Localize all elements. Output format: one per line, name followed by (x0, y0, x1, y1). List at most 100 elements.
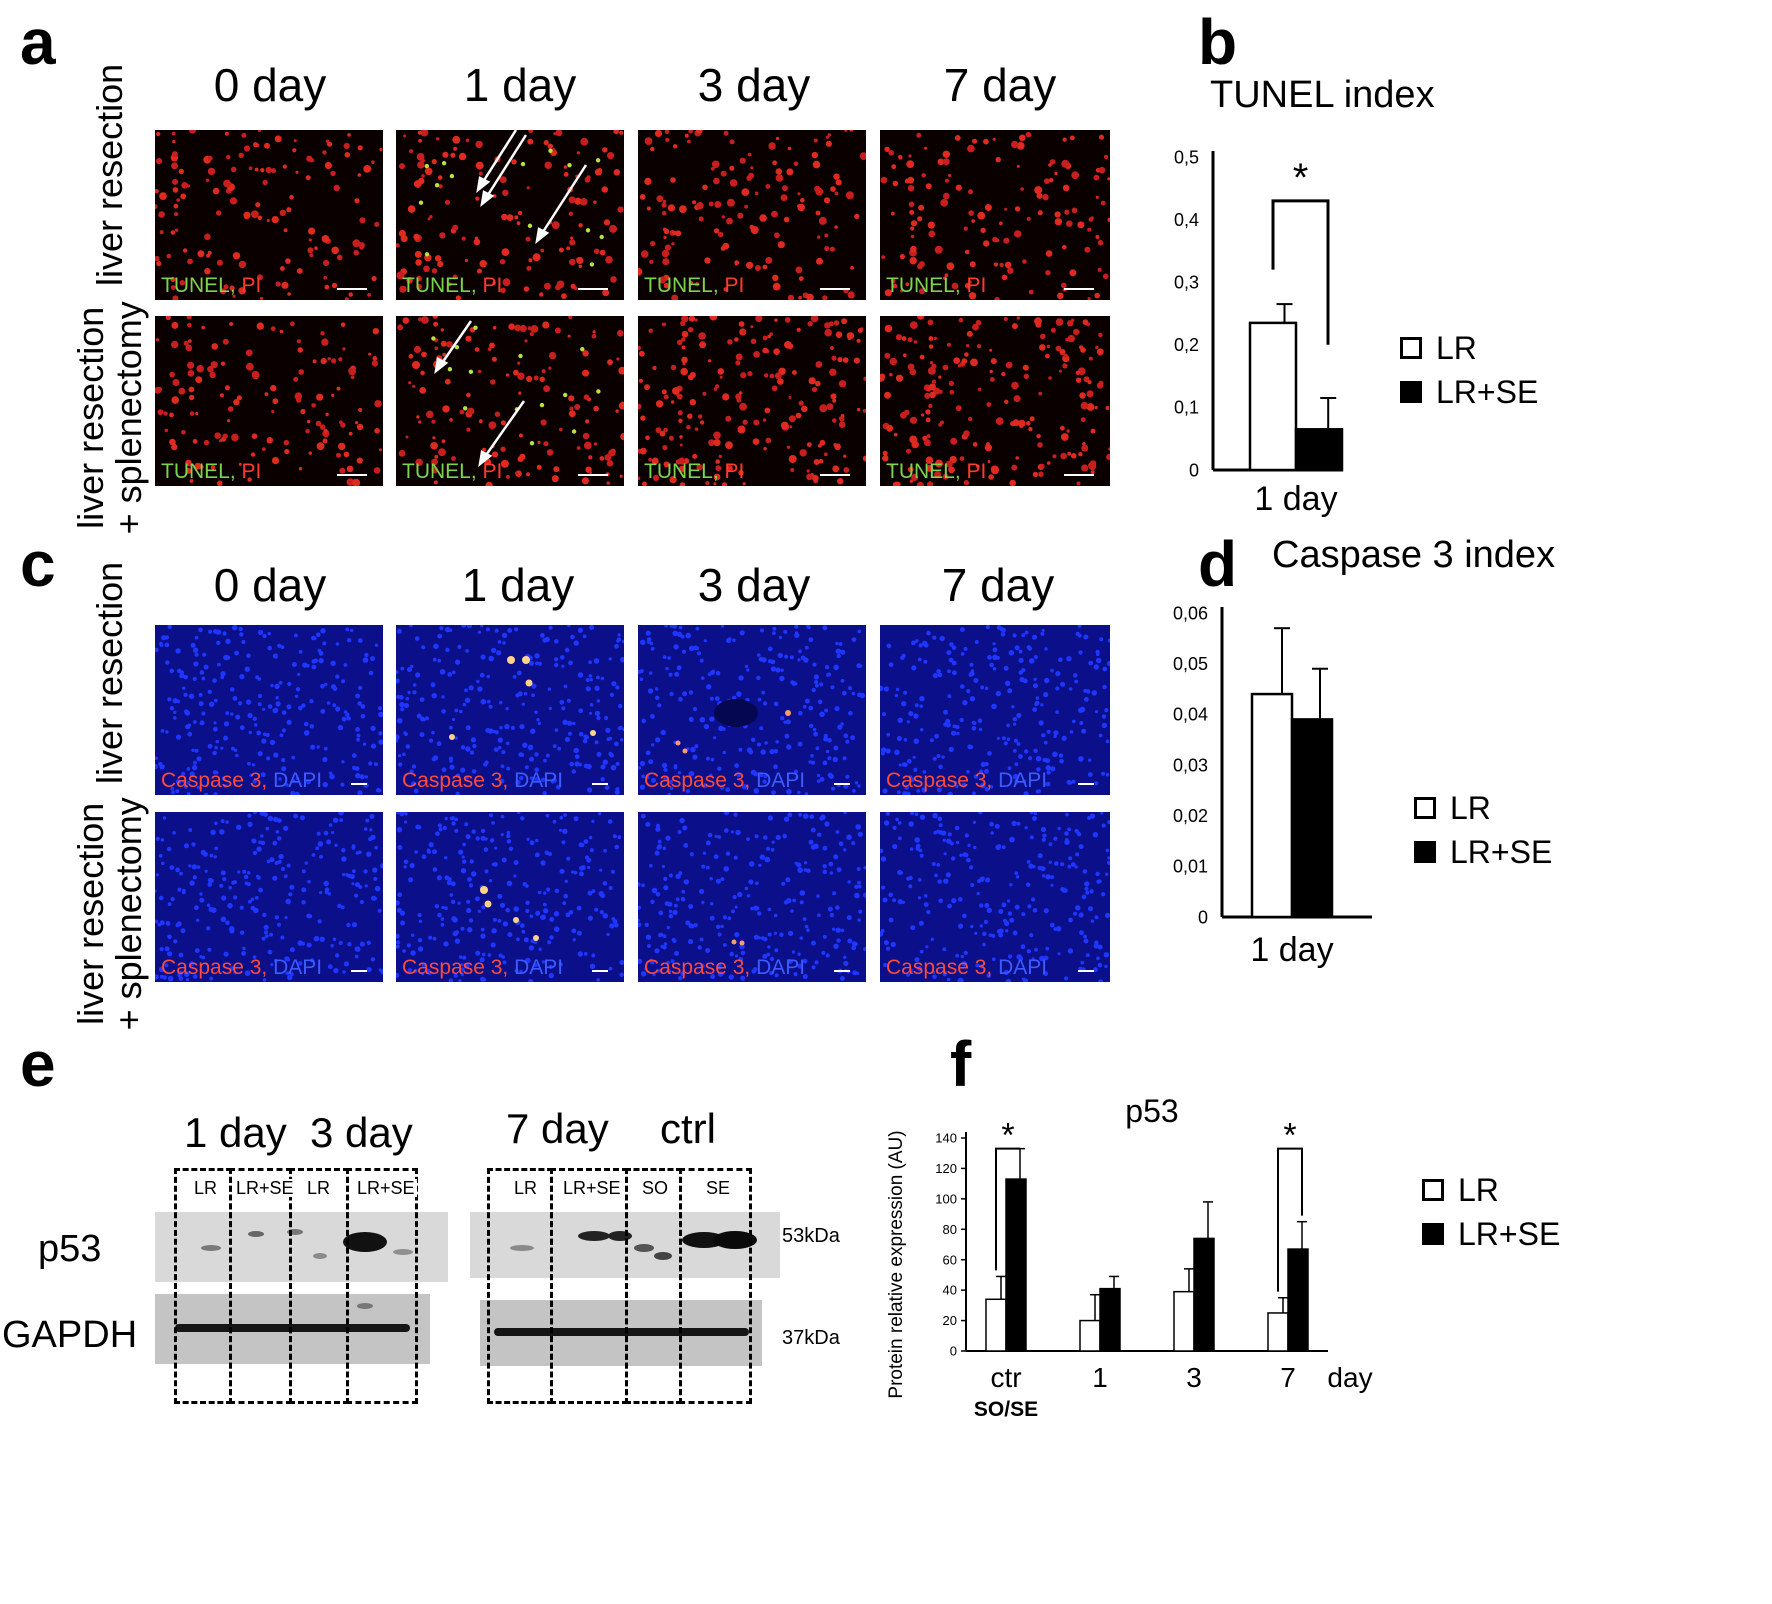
cell-dot (469, 859, 474, 864)
cell-dot (822, 845, 828, 851)
cell-dot (326, 701, 331, 705)
legend-d: LR LR+SE (1414, 786, 1552, 874)
cell-dot (1029, 812, 1034, 815)
cell-dot (182, 779, 186, 784)
cell-dot (697, 945, 702, 950)
legend-label-lr: LR (1458, 1172, 1499, 1208)
cell-dot (725, 441, 733, 450)
cell-dot (280, 935, 285, 940)
cell-dot (755, 881, 759, 886)
cell-dot (741, 188, 750, 196)
cell-dot (819, 776, 825, 782)
cell-dot (668, 873, 673, 878)
cell-dot (233, 895, 238, 900)
cell-dot (525, 236, 531, 242)
cell-dot (528, 258, 533, 263)
cell-dot (155, 386, 162, 394)
cell-dot (1105, 772, 1110, 777)
cell-dot (655, 737, 661, 743)
cell-dot (432, 316, 438, 319)
cell-dot (421, 963, 426, 967)
cell-dot (638, 476, 641, 480)
cell-dot (713, 439, 721, 447)
cell-dot (960, 627, 965, 632)
cell-dot (1032, 471, 1039, 478)
cell-dot (812, 160, 821, 169)
cell-dot (211, 343, 218, 350)
cell-dot (760, 749, 766, 755)
cell-dot (910, 245, 917, 253)
cell-dot (977, 387, 982, 391)
cell-dot (501, 750, 506, 755)
cell-dot (464, 258, 468, 263)
cell-dot (854, 781, 859, 785)
cell-dot (1013, 395, 1021, 403)
cell-dot (929, 361, 934, 365)
cell-dot (890, 464, 894, 468)
cell-dot (1043, 740, 1048, 745)
cell-dot (467, 927, 473, 933)
cell-dot (1088, 217, 1094, 222)
cell-dot (368, 670, 374, 676)
cell-dot (477, 909, 481, 913)
cell-dot (1091, 690, 1097, 696)
cell-dot (542, 321, 550, 329)
cell-dot (741, 784, 748, 790)
cell-dot (543, 441, 549, 447)
cell-dot (1011, 705, 1015, 709)
cell-dot (765, 184, 771, 189)
cell-dot (925, 183, 932, 190)
cell-dot (744, 664, 749, 669)
cell-dot (171, 321, 179, 329)
cell-dot (471, 769, 477, 774)
cell-dot (699, 341, 707, 349)
cell-dot (603, 219, 611, 226)
cell-dot (1067, 320, 1074, 327)
cell-dot (475, 896, 480, 902)
cell-dot (322, 438, 328, 444)
cell-dot (771, 790, 776, 795)
cell-dot (827, 906, 833, 912)
cell-dot (1031, 957, 1035, 961)
cell-dot (1107, 177, 1110, 181)
cell-dot (639, 447, 647, 455)
cell-dot (908, 711, 914, 717)
cell-dot (1104, 912, 1110, 919)
cell-dot (679, 205, 687, 213)
cell-dot (987, 655, 992, 660)
cell-dot (892, 481, 900, 486)
cell-dot (688, 923, 694, 929)
cell-dot (537, 661, 542, 666)
cell-dot (822, 295, 828, 300)
cell-dot (687, 413, 693, 419)
cell-dot (1052, 751, 1058, 758)
cell-dot (943, 722, 948, 727)
cell-dot (1061, 735, 1067, 741)
cell-dot (542, 902, 547, 907)
cell-dot (314, 246, 318, 250)
cell-dot (671, 294, 679, 300)
cell-dot (229, 966, 235, 971)
cell-dot (998, 932, 1004, 938)
cell-dot (600, 676, 605, 681)
cell-dot (932, 812, 938, 819)
cell-dot (255, 202, 261, 208)
cell-dot (283, 439, 290, 446)
cell-dot (490, 379, 496, 385)
cell-dot (926, 909, 931, 915)
cell-dot (884, 324, 893, 333)
cell-dot (257, 751, 263, 757)
cell-dot (323, 275, 327, 280)
cell-dot (1003, 237, 1010, 244)
cell-dot (1025, 882, 1031, 888)
apoptotic-cell (563, 392, 568, 398)
cell-dot (583, 441, 592, 450)
cell-dot (709, 696, 714, 701)
cell-dot (799, 900, 804, 905)
cell-dot (194, 635, 199, 640)
cell-dot (594, 168, 602, 176)
cell-dot (261, 738, 267, 744)
cell-dot (738, 747, 743, 752)
cell-dot (286, 207, 292, 213)
cell-dot (464, 822, 469, 827)
